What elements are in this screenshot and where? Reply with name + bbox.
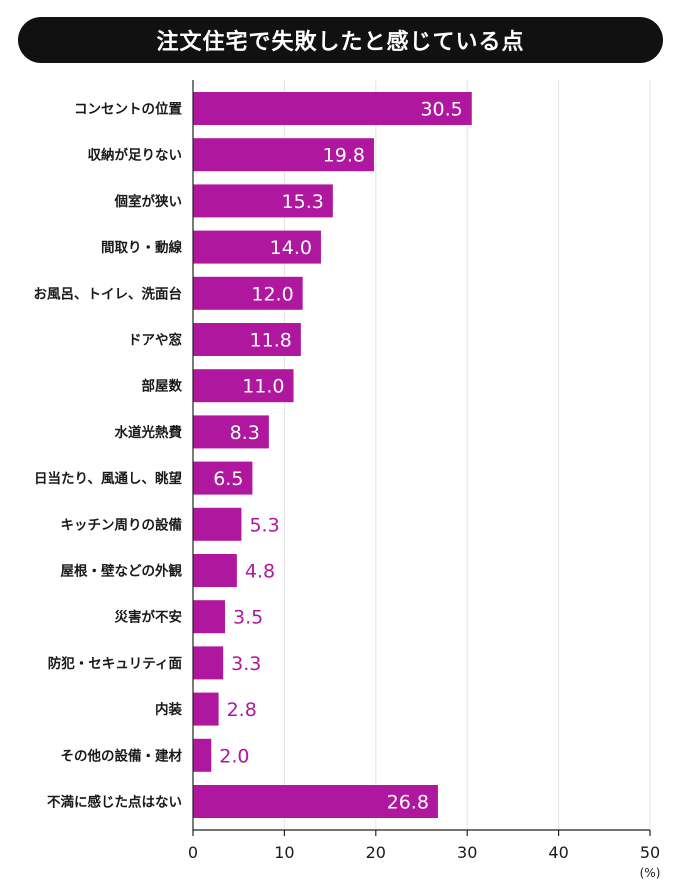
value-label-10: 4.8 <box>245 561 275 583</box>
bar-4 <box>193 276 303 310</box>
grid-layer <box>283 80 651 830</box>
bar-9 <box>193 507 242 541</box>
category-label-10: 屋根・壁などの外観 <box>61 563 183 580</box>
bar-1 <box>193 138 374 172</box>
axis-layer: 0 10 20 30 40 50 (%) <box>188 80 660 880</box>
bar-12 <box>193 646 224 680</box>
category-label-6: 部屋数 <box>142 378 183 395</box>
bar-2 <box>193 184 333 218</box>
x-tick-label-30: 30 <box>457 843 477 862</box>
category-label-3: 間取り・動線 <box>101 239 182 256</box>
x-tick-label-10: 10 <box>274 843 294 862</box>
bar-15 <box>193 785 438 818</box>
value-label-7: 8.3 <box>230 422 260 444</box>
value-label-6: 11.0 <box>242 376 284 398</box>
category-label-8: 日当たり、風通し、眺望 <box>34 470 182 487</box>
value-label-8: 6.5 <box>213 468 243 490</box>
value-label-1: 19.8 <box>323 145 365 167</box>
x-tick-label-20: 20 <box>366 843 386 862</box>
category-label-11: 災害が不安 <box>114 609 183 626</box>
value-label-5: 11.8 <box>250 330 292 352</box>
value-label-13: 2.8 <box>227 699 257 721</box>
category-label-2: 個室が狭い <box>114 193 183 210</box>
label-layer: コンセントの位置 30.5 収納が足りない 19.8 個室が狭い 15.3 間取り・動線 14… <box>34 99 463 814</box>
bar-6 <box>193 369 294 403</box>
x-tick-label-50: 50 <box>640 843 660 862</box>
category-label-9: キッチン周りの設備 <box>61 516 183 533</box>
value-label-3: 14.0 <box>270 237 312 259</box>
chart-title: 注文住宅で失敗したと感じている点 <box>156 30 525 55</box>
bar-5 <box>193 323 301 356</box>
x-tick-label-0: 0 <box>188 843 198 862</box>
bar-8 <box>193 461 253 495</box>
category-label-7: 水道光熱費 <box>115 424 183 441</box>
category-label-4: お風呂、トイレ、洗面台 <box>34 285 183 302</box>
category-label-12: 防犯・セキュリティ面 <box>48 655 183 672</box>
category-label-14: その他の設備・建材 <box>61 747 183 764</box>
x-tick-label-40: 40 <box>548 843 568 862</box>
bar-0 <box>193 92 472 125</box>
category-label-13: 内装 <box>155 701 182 718</box>
value-label-12: 3.3 <box>231 653 261 675</box>
bar-layer <box>193 92 472 818</box>
chart-title-bar: 注文住宅で失敗したと感じている点 <box>18 17 663 63</box>
value-label-15: 26.8 <box>387 792 429 814</box>
category-label-1: 収納が足りない <box>88 147 183 164</box>
category-label-5: ドアや窓 <box>128 332 182 349</box>
x-unit-label: (%) <box>640 866 661 880</box>
bar-10 <box>193 554 237 587</box>
bar-11 <box>193 600 225 634</box>
category-label-15: 不満に感じた点はない <box>47 794 182 811</box>
value-label-9: 5.3 <box>249 514 279 536</box>
value-label-11: 3.5 <box>233 607 263 629</box>
bar-13 <box>193 692 219 726</box>
bar-14 <box>193 738 212 772</box>
value-label-14: 2.0 <box>219 745 249 767</box>
bar-7 <box>193 415 269 449</box>
value-label-0: 30.5 <box>420 99 462 121</box>
value-label-4: 12.0 <box>251 283 293 305</box>
bar-3 <box>193 230 321 264</box>
category-label-0: コンセントの位置 <box>74 101 182 118</box>
value-label-2: 15.3 <box>282 191 324 213</box>
